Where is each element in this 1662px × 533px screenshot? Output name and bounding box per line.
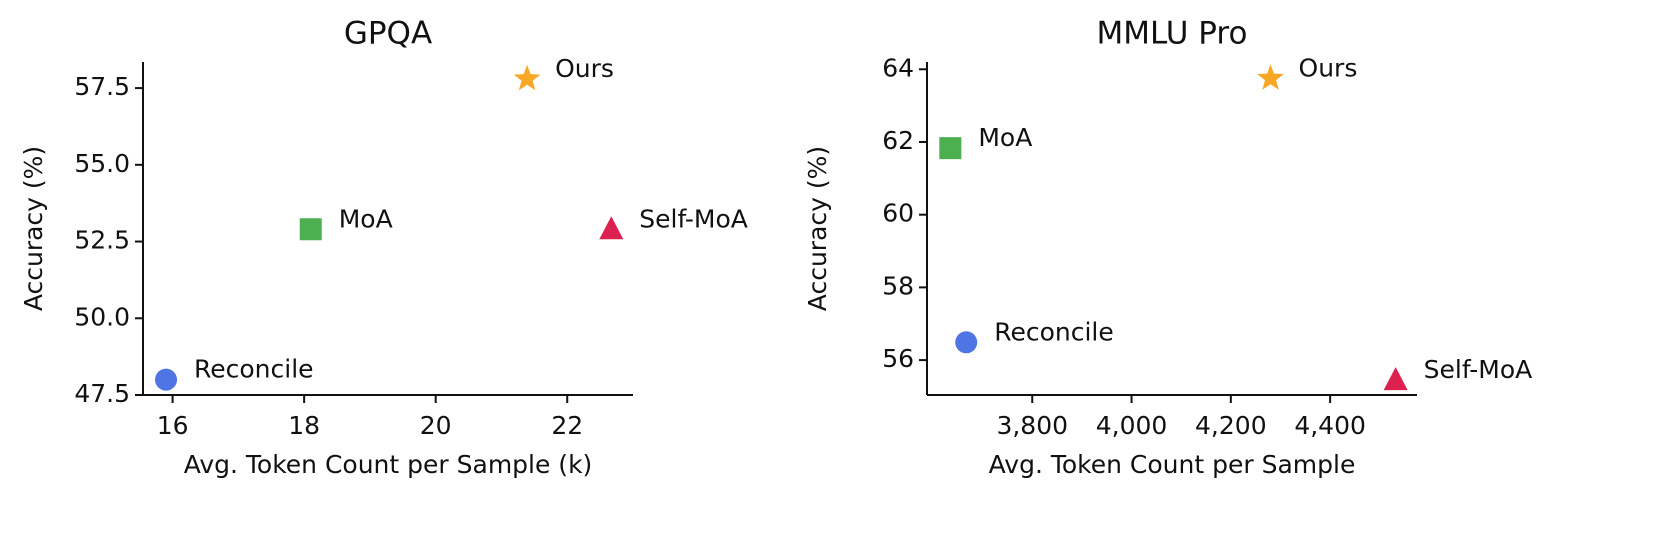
point-label: Ours [1299,53,1358,82]
y-tick-label: 47.5 [74,379,130,408]
x-tick-label: 3,800 [996,411,1068,440]
y-tick-label: 60 [882,199,914,228]
y-axis-label: Accuracy (%) [803,146,832,311]
x-axis-label: Avg. Token Count per Sample [989,450,1356,479]
point [513,64,541,91]
y-tick-label: 52.5 [74,226,130,255]
y-tick-label: 64 [882,53,914,82]
y-tick-label: 58 [882,271,914,300]
point [155,368,178,391]
point-label: Reconcile [194,355,314,384]
point [599,216,624,240]
x-tick-label: 18 [288,411,320,440]
point-label: Self-MoA [639,204,748,233]
chart-title: MMLU Pro [1097,16,1248,52]
chart-title: GPQA [344,16,432,52]
y-tick-label: 56 [882,344,914,373]
y-tick-label: 50.0 [74,302,130,331]
x-tick-label: 20 [420,411,452,440]
x-tick-label: 4,000 [1096,411,1168,440]
point [939,137,962,160]
x-tick-label: 16 [157,411,189,440]
x-tick-label: 4,400 [1294,411,1366,440]
y-axis-label: Accuracy (%) [19,146,48,311]
point-label: Ours [555,54,614,83]
y-tick-label: 55.0 [74,149,130,178]
point-label: Reconcile [994,317,1114,346]
y-tick-label: 62 [882,126,914,155]
point [1383,367,1408,391]
point-label: MoA [978,123,1032,152]
x-axis-label: Avg. Token Count per Sample (k) [184,450,593,479]
y-tick-label: 57.5 [74,72,130,101]
point-label: MoA [339,204,393,233]
x-tick-label: 4,200 [1195,411,1267,440]
point-label: Self-MoA [1424,355,1533,384]
point [299,218,322,241]
point [1257,64,1284,90]
x-tick-label: 22 [551,411,583,440]
point [955,331,978,354]
